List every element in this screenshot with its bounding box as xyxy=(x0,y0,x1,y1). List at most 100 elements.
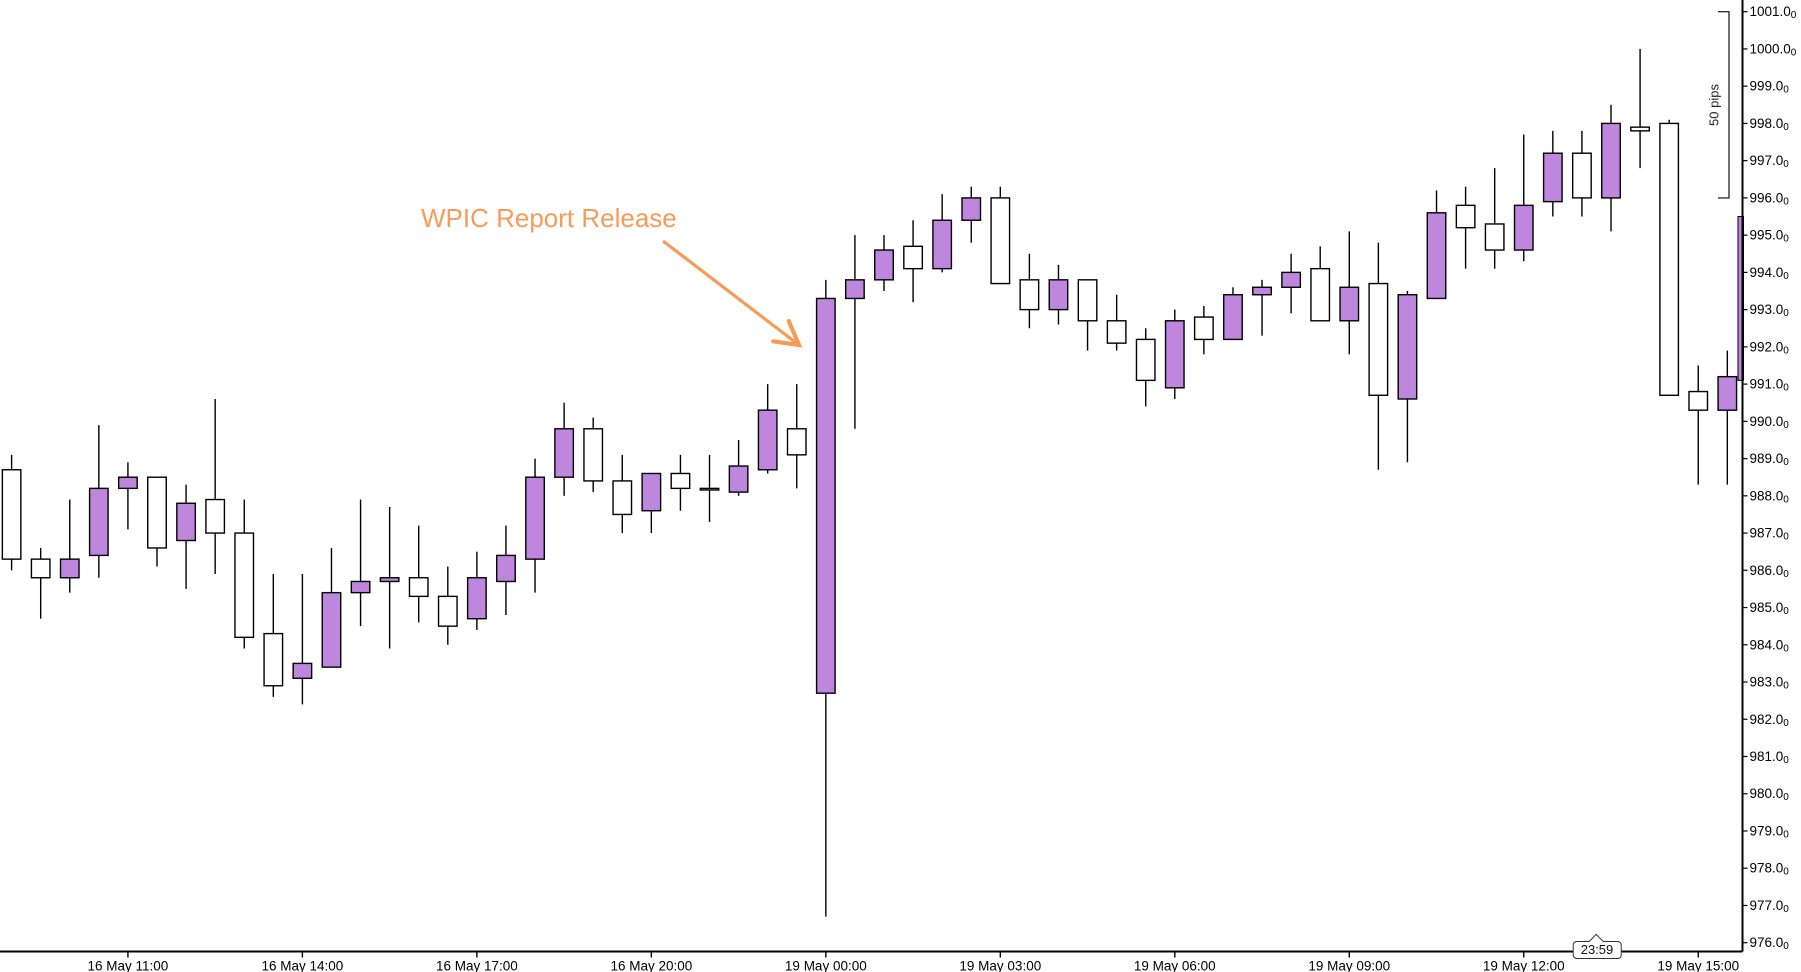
price-label: 991.00 xyxy=(1750,377,1790,394)
price-label: 995.00 xyxy=(1750,228,1790,245)
candle-body-bull xyxy=(961,197,982,221)
candle-body-bear xyxy=(1659,122,1680,396)
price-label: 983.00 xyxy=(1750,675,1790,692)
price-label: 994.00 xyxy=(1750,265,1790,282)
price-label: 977.00 xyxy=(1750,898,1790,915)
time-marker-text: 23:59 xyxy=(1580,942,1614,957)
candle-body-bull xyxy=(1339,286,1360,322)
candle-body-bull xyxy=(176,502,197,542)
time-label: 19 May 09:00 xyxy=(1308,959,1390,972)
price-label: 978.00 xyxy=(1750,861,1790,878)
candle-body-bull xyxy=(1397,294,1418,400)
time-marker-badge: 23:59 xyxy=(1572,941,1622,959)
candle-body-bear xyxy=(1571,152,1592,199)
candle-body-bear xyxy=(205,498,226,534)
candle-body-bull xyxy=(1048,279,1069,311)
candle-body-bear xyxy=(1484,223,1505,251)
candle-body-bull xyxy=(815,297,836,694)
candle-body-bull xyxy=(1513,204,1534,251)
candle-body-bull xyxy=(496,554,516,583)
price-axis[interactable]: 976.00 977.00 978.00 979.00 980.00 981.00 982.… xyxy=(1741,0,1797,952)
candle-body-bull xyxy=(525,476,545,560)
candle-body-bear xyxy=(699,487,720,491)
candle-body-bull xyxy=(932,219,953,270)
candle-body-bear xyxy=(147,476,167,549)
candle-body-bull xyxy=(874,249,894,281)
price-label: 989.00 xyxy=(1750,451,1790,468)
annotation-text[interactable]: WPIC Report Release xyxy=(421,203,677,233)
price-label: 1001.00 xyxy=(1750,4,1797,21)
price-label: 993.00 xyxy=(1750,302,1790,319)
candle-body-bull xyxy=(292,662,313,679)
price-label: 980.00 xyxy=(1750,786,1790,803)
candles-layer xyxy=(1,48,1744,917)
annotation-arrow[interactable] xyxy=(662,239,803,348)
price-label: 982.00 xyxy=(1750,712,1790,729)
candle-body-bull xyxy=(466,577,487,620)
candle-body-bear xyxy=(990,197,1011,285)
price-label: 988.00 xyxy=(1750,488,1790,505)
candle-body-bear xyxy=(1193,316,1214,341)
price-label: 985.00 xyxy=(1750,600,1790,617)
candle-body-bull xyxy=(117,476,138,490)
time-label: 19 May 06:00 xyxy=(1134,959,1216,972)
candle-body-bull xyxy=(1223,294,1243,341)
candle-body-bear xyxy=(1,469,22,560)
price-label: 990.00 xyxy=(1750,414,1790,431)
candle-body-bear xyxy=(903,245,924,270)
time-label: 16 May 11:00 xyxy=(88,959,169,972)
candle-body-bear xyxy=(30,558,51,579)
arrow-line[interactable] xyxy=(662,239,803,348)
chart-decorations xyxy=(1718,11,1730,199)
candle-body-bull xyxy=(379,577,400,583)
candle-body-bear xyxy=(437,595,458,627)
candle-body-bull xyxy=(728,465,749,493)
candle-body-bear xyxy=(670,472,691,490)
candle-body-bear xyxy=(1688,390,1709,411)
candle-body-bear xyxy=(1106,320,1127,344)
price-label: 976.00 xyxy=(1750,935,1790,952)
price-label: 1000.00 xyxy=(1750,41,1797,58)
price-label: 996.00 xyxy=(1750,190,1790,207)
pips-ruler-label: 50 pips xyxy=(1706,83,1722,126)
price-label: 979.00 xyxy=(1750,823,1790,840)
candle-body-bear xyxy=(234,532,255,639)
candle-body-bull xyxy=(1542,152,1563,203)
candle-body-bear xyxy=(786,428,807,456)
price-label: 999.00 xyxy=(1750,79,1790,96)
price-label: 998.00 xyxy=(1750,116,1790,133)
candle-body-bear xyxy=(1630,126,1651,132)
time-axis[interactable]: 16 May 11:00 16 May 14:00 16 May 17:00 16 M… xyxy=(0,950,1743,972)
candle-body-bear xyxy=(1077,279,1098,322)
candle-body-bear xyxy=(1310,267,1331,322)
candle-body-bull xyxy=(1426,212,1447,300)
candle-body-bull xyxy=(554,428,575,478)
price-label: 984.00 xyxy=(1750,637,1790,654)
candle-body-bull xyxy=(350,580,371,594)
price-label: 981.00 xyxy=(1750,749,1790,766)
price-label: 986.00 xyxy=(1750,563,1790,580)
time-label: 19 May 03:00 xyxy=(959,959,1041,972)
pips-ruler-bracket[interactable] xyxy=(1718,11,1730,199)
price-label: 997.00 xyxy=(1750,153,1790,170)
candle-body-bear xyxy=(1368,282,1389,396)
candle-body-bear xyxy=(263,632,284,687)
candle-body-bear xyxy=(408,577,429,598)
candle-body-bull xyxy=(321,591,342,668)
candle-body-bear xyxy=(583,428,604,482)
candle-body-bull xyxy=(641,472,662,512)
time-label: 16 May 14:00 xyxy=(261,959,343,972)
time-label: 16 May 17:00 xyxy=(436,959,518,972)
candle-body-bear xyxy=(1135,338,1156,382)
candle-body-bull xyxy=(1717,375,1738,411)
candle-body-bull xyxy=(1601,122,1621,199)
candle-body-bull xyxy=(1164,320,1185,389)
time-label: 16 May 20:00 xyxy=(610,959,692,972)
candle-body-bull xyxy=(1281,271,1302,288)
candle-body-bull xyxy=(757,409,778,471)
candle-body-bear xyxy=(612,480,633,516)
candle-body-bear xyxy=(1019,279,1040,311)
time-label: 19 May 12:00 xyxy=(1483,959,1565,972)
